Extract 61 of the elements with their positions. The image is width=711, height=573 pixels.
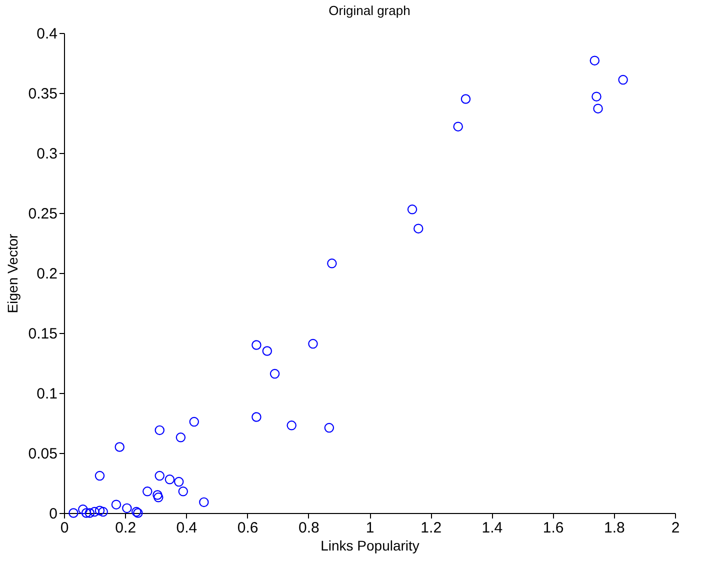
x-tick-label: 2 [671, 520, 680, 536]
point [142, 486, 152, 496]
point [286, 420, 296, 430]
point [308, 338, 318, 349]
y-tick-label: 0.1 [36, 386, 58, 402]
y-tick-label: 0.2 [36, 266, 58, 282]
x-axis-title: Links Popularity [320, 538, 420, 554]
y-tick-label: 0.35 [28, 86, 58, 102]
point [176, 432, 186, 442]
y-tick-label: 0.05 [28, 446, 58, 462]
point [154, 492, 164, 502]
y-tick-label: 0.3 [36, 146, 58, 162]
chart-title: Original graph [328, 3, 410, 18]
point [593, 104, 603, 114]
point [164, 474, 175, 484]
point [327, 258, 337, 268]
point [81, 508, 92, 518]
point [618, 74, 628, 85]
point [114, 442, 124, 452]
x-tick-label: 1.4 [482, 520, 503, 536]
point [174, 476, 184, 487]
point [324, 422, 334, 433]
y-tick-label: 0.15 [28, 326, 58, 342]
y-tick-label: 0.25 [28, 206, 58, 222]
point [262, 346, 272, 356]
point [590, 56, 600, 66]
x-tick-label: 1 [366, 520, 374, 536]
y-tick-label: 0.4 [36, 26, 58, 42]
x-tick-label: 1.2 [420, 520, 442, 536]
point [414, 224, 424, 234]
point [111, 500, 122, 510]
x-tick-label: 0.6 [237, 520, 258, 536]
x-tick-label: 1.6 [542, 520, 564, 536]
point [453, 122, 463, 132]
point [407, 204, 418, 214]
x-tick-label: 0.4 [176, 520, 198, 536]
point [94, 470, 105, 481]
point [94, 506, 105, 516]
point [98, 506, 108, 517]
point [592, 92, 602, 102]
point [152, 490, 162, 500]
x-tick-label: 0 [60, 520, 69, 536]
point [252, 340, 262, 350]
point [154, 470, 164, 481]
point [90, 506, 100, 517]
point [122, 503, 132, 514]
point [154, 425, 164, 436]
point [252, 412, 262, 422]
point [78, 504, 88, 514]
point [68, 508, 78, 518]
point [84, 508, 95, 518]
point [199, 497, 209, 508]
x-tick-label: 0.8 [298, 520, 320, 536]
x-tick-label: 1.8 [604, 520, 625, 536]
point [460, 94, 471, 104]
y-tick-label: 0 [49, 506, 58, 522]
point [270, 368, 280, 379]
point [178, 486, 188, 496]
y-axis-title: Eigen Vector [4, 233, 20, 314]
point [189, 416, 200, 427]
x-tick-label: 0.2 [115, 520, 136, 536]
